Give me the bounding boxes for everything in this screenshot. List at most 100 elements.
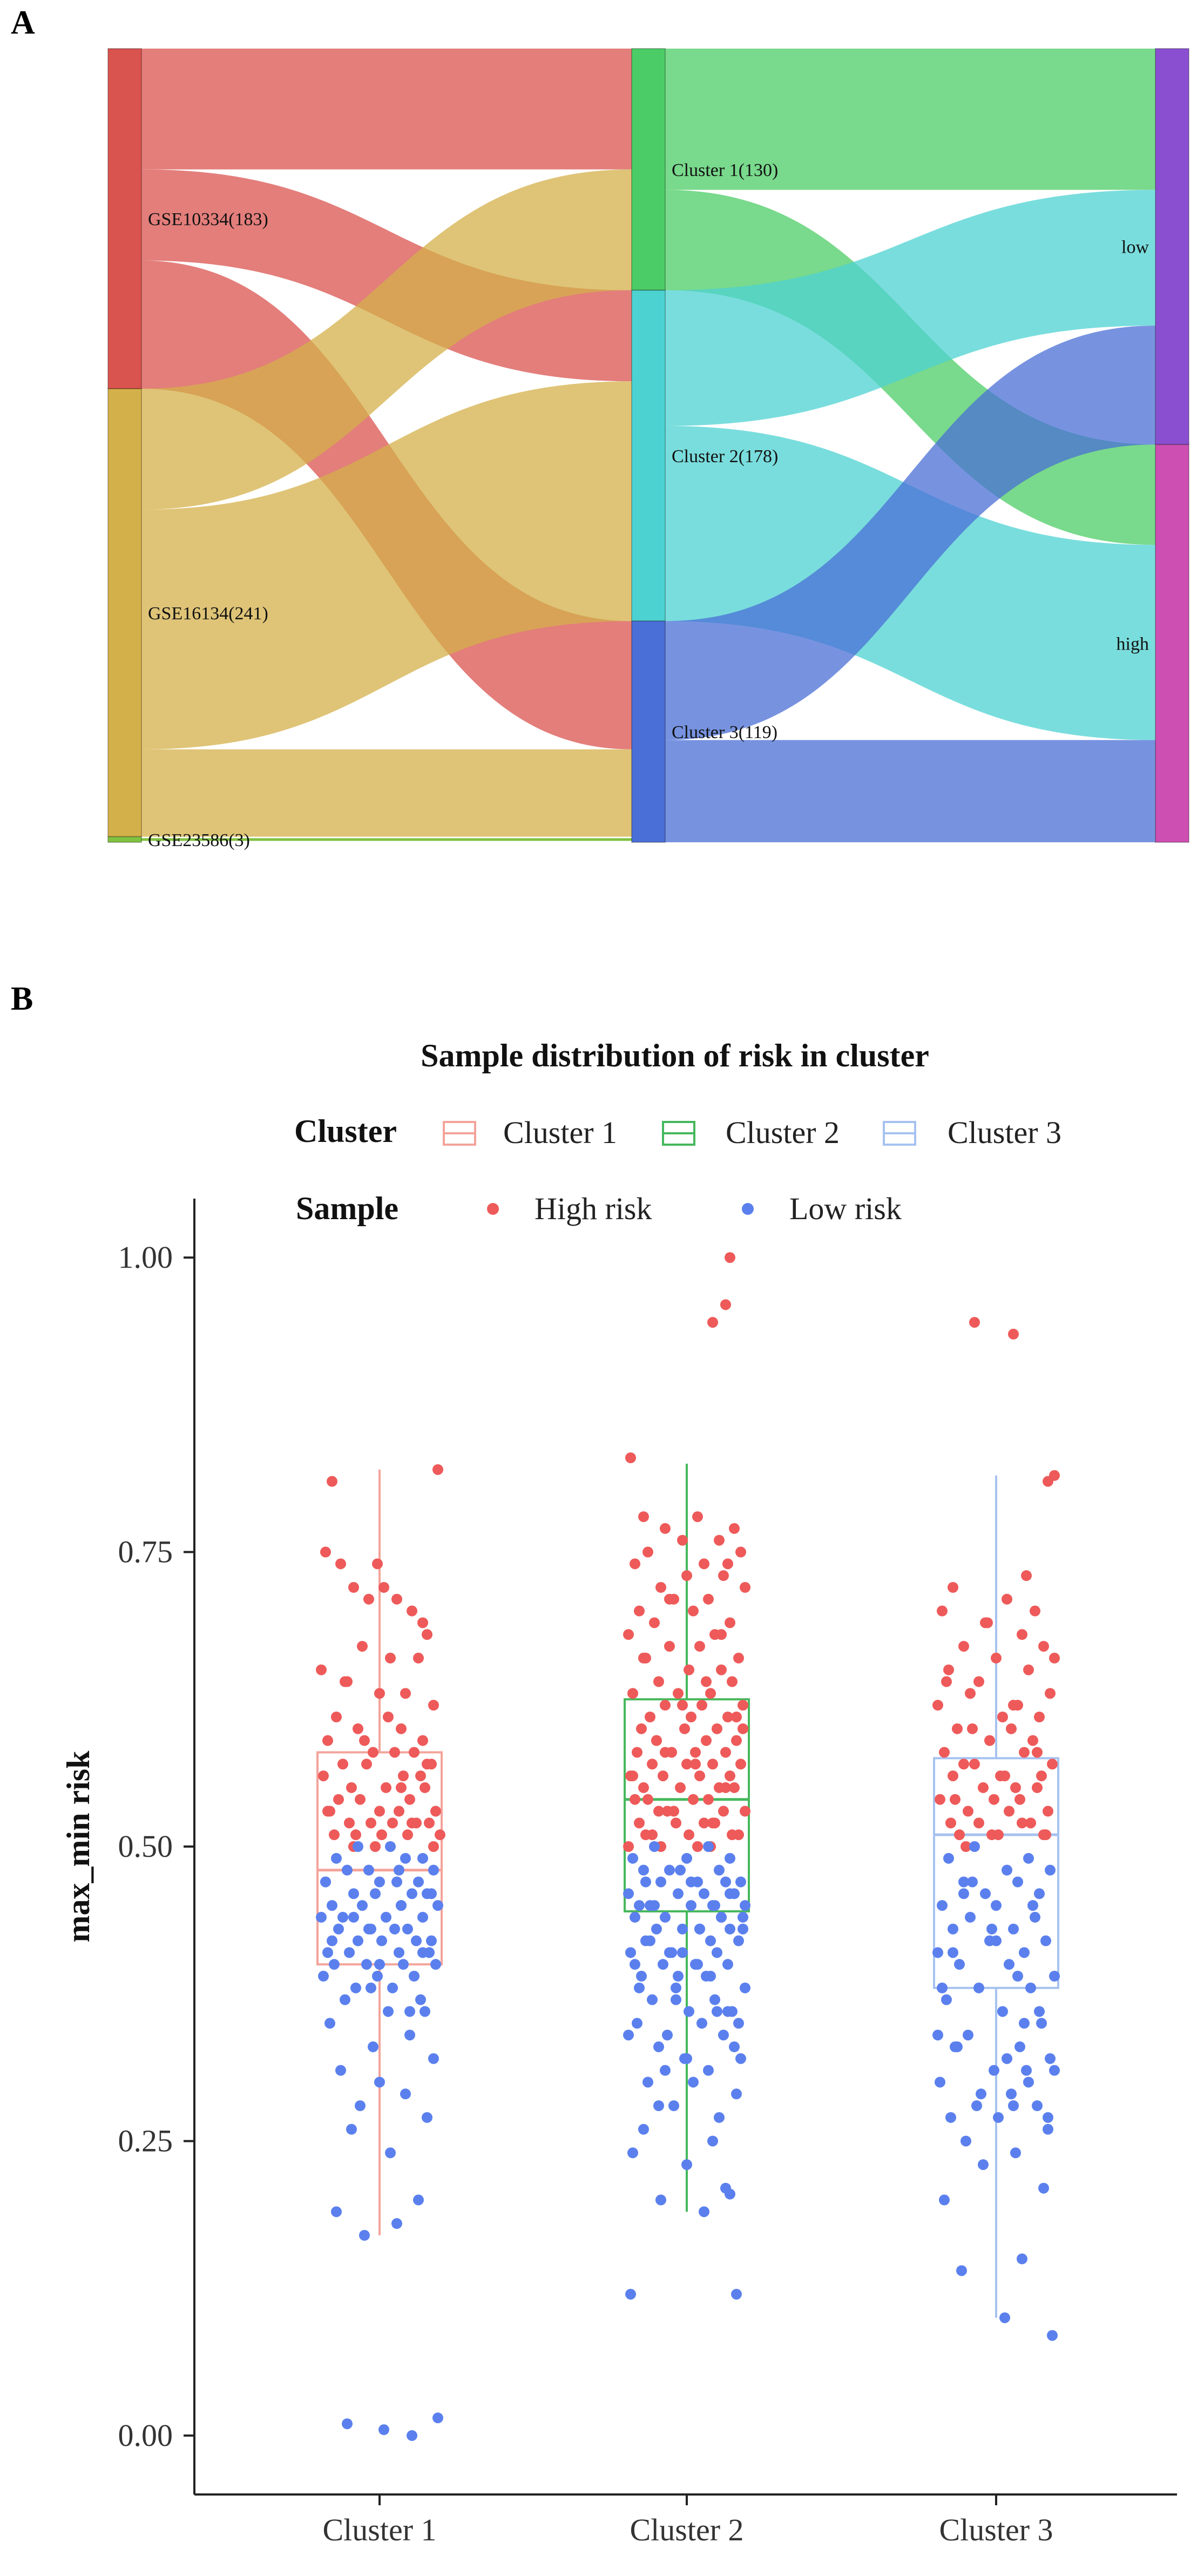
- x-ticks: Cluster 1 Cluster 2 Cluster 3: [322, 2494, 1053, 2547]
- sankey-link-gse10334-cluster1: [141, 49, 632, 170]
- point-high-risk: [696, 1700, 707, 1711]
- point-high-risk: [1002, 1593, 1012, 1605]
- point-low-risk: [735, 1876, 746, 1888]
- sankey-link-cluster1-low: [665, 49, 1155, 190]
- point-high-risk: [722, 1558, 733, 1570]
- point-high-risk: [941, 1676, 952, 1687]
- point-low-risk: [991, 1935, 1002, 1946]
- point-low-risk: [1017, 2253, 1027, 2264]
- point-low-risk: [394, 1947, 404, 1958]
- point-low-risk: [703, 2065, 714, 2076]
- point-high-risk: [692, 1511, 703, 1523]
- panel-a-letter: A: [11, 4, 35, 41]
- point-low-risk: [705, 1935, 716, 1946]
- point-low-risk: [1043, 2112, 1053, 2123]
- point-low-risk: [344, 1947, 355, 1958]
- point-high-risk: [694, 1641, 705, 1652]
- point-high-risk: [673, 1688, 684, 1699]
- point-low-risk: [705, 1971, 716, 1982]
- point-low-risk: [327, 1935, 337, 1946]
- point-high-risk: [649, 1617, 660, 1628]
- point-high-risk: [653, 1676, 664, 1687]
- point-high-risk: [707, 1317, 718, 1328]
- point-low-risk: [1034, 2006, 1045, 2017]
- point-low-risk: [945, 2112, 956, 2123]
- point-high-risk: [378, 1582, 389, 1593]
- y-axis-title: max_min risk: [60, 1750, 96, 1943]
- point-high-risk: [368, 1747, 378, 1758]
- point-low-risk: [686, 1876, 696, 1888]
- point-low-risk: [348, 1888, 359, 1899]
- point-high-risk: [428, 1841, 439, 1852]
- point-low-risk: [712, 2006, 722, 2017]
- point-low-risk: [709, 1994, 720, 2005]
- point-low-risk: [980, 1888, 991, 1899]
- x-tick-label: Cluster 1: [322, 2512, 436, 2547]
- point-high-risk: [948, 1582, 958, 1593]
- point-high-risk: [1030, 1605, 1040, 1617]
- legend-cluster-title: Cluster: [294, 1113, 397, 1149]
- point-low-risk: [937, 1982, 948, 1993]
- point-low-risk: [342, 2418, 353, 2430]
- point-low-risk: [432, 1900, 443, 1911]
- point-high-risk: [690, 1747, 701, 1758]
- point-low-risk: [1034, 1888, 1045, 1899]
- point-low-risk: [391, 1876, 402, 1888]
- point-low-risk: [707, 2135, 718, 2147]
- sankey-label-high: high: [1117, 634, 1149, 654]
- point-high-risk: [327, 1476, 337, 1487]
- point-low-risk: [660, 2065, 671, 2076]
- point-low-risk: [372, 1971, 383, 1982]
- point-high-risk: [636, 1723, 647, 1734]
- point-low-risk: [716, 1911, 727, 1923]
- point-high-risk: [958, 1759, 969, 1770]
- point-low-risk: [725, 1888, 735, 1899]
- sankey-link-gse16134-cluster1: [141, 169, 632, 510]
- point-low-risk: [428, 1864, 439, 1876]
- point-low-risk: [363, 1923, 374, 1935]
- point-high-risk: [950, 1794, 961, 1805]
- point-high-risk: [712, 1723, 722, 1734]
- point-low-risk: [1006, 2088, 1017, 2100]
- point-high-risk: [320, 1546, 331, 1558]
- point-low-risk: [1049, 2065, 1060, 2076]
- point-high-risk: [432, 1464, 443, 1475]
- point-high-risk: [720, 1747, 731, 1758]
- point-low-risk: [714, 1864, 725, 1876]
- point-low-risk: [374, 1876, 385, 1888]
- point-high-risk: [740, 1806, 750, 1817]
- point-low-risk: [426, 1888, 437, 1899]
- point-high-risk: [372, 1558, 383, 1570]
- point-low-risk: [407, 1888, 417, 1899]
- point-high-risk: [738, 1700, 748, 1711]
- point-low-risk: [394, 1864, 404, 1876]
- point-low-risk: [370, 1888, 381, 1899]
- y-tick-label: 0.25: [118, 2123, 173, 2158]
- point-high-risk: [1038, 1641, 1049, 1652]
- point-low-risk: [1012, 1876, 1023, 1888]
- point-high-risk: [1043, 1476, 1053, 1487]
- point-low-risk: [1047, 2330, 1058, 2341]
- point-high-risk: [422, 1629, 432, 1640]
- point-high-risk: [1021, 1570, 1032, 1581]
- point-high-risk: [681, 1570, 692, 1581]
- point-high-risk: [684, 1664, 694, 1675]
- point-high-risk: [355, 1794, 366, 1805]
- sankey-link-gse16134-cluster2: [141, 381, 632, 749]
- point-high-risk: [391, 1593, 402, 1605]
- point-low-risk: [411, 1935, 422, 1946]
- point-high-risk: [660, 1700, 671, 1711]
- point-high-risk: [701, 1676, 712, 1687]
- point-low-risk: [409, 1971, 420, 1982]
- point-high-risk: [688, 1605, 699, 1617]
- point-low-risk: [430, 1959, 441, 1970]
- y-tick-label: 0.75: [118, 1534, 173, 1570]
- sankey-nodes: [107, 48, 1189, 843]
- point-high-risk: [402, 1829, 413, 1841]
- point-low-risk: [348, 1911, 359, 1923]
- point-high-risk: [973, 1817, 984, 1829]
- point-high-risk: [722, 1712, 733, 1722]
- point-high-risk: [417, 1735, 428, 1746]
